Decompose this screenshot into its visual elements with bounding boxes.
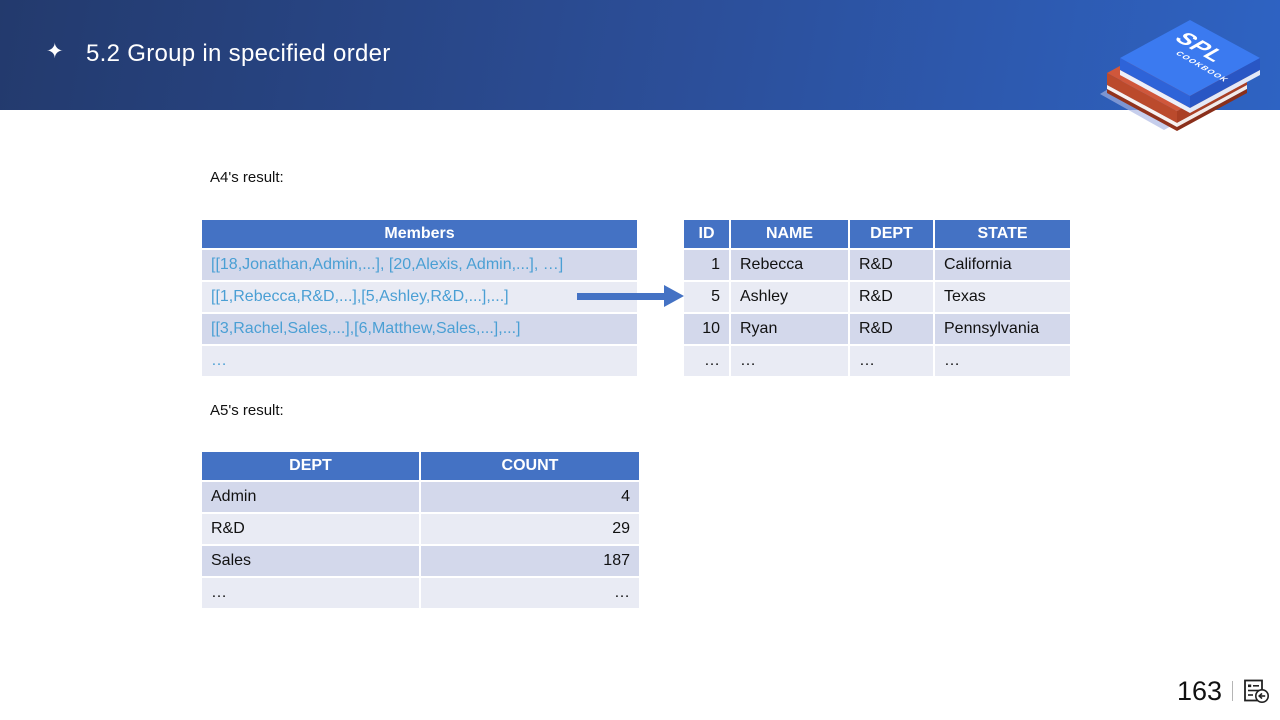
count-cell: 187 bbox=[421, 546, 639, 578]
members-cell: [[18,Jonathan,Admin,...], [20,Alexis, Ad… bbox=[202, 250, 637, 282]
name-column-header: NAME bbox=[731, 220, 850, 250]
table-header-row: DEPT COUNT bbox=[202, 452, 639, 482]
id-cell: 10 bbox=[684, 314, 731, 346]
table-row: Sales 187 bbox=[202, 546, 639, 578]
dept-column-header: DEPT bbox=[202, 452, 421, 482]
name-cell: Ryan bbox=[731, 314, 850, 346]
table-header-row: ID NAME DEPT STATE bbox=[684, 220, 1070, 250]
id-column-header: ID bbox=[684, 220, 731, 250]
dept-cell: R&D bbox=[850, 314, 935, 346]
dept-cell: R&D bbox=[850, 250, 935, 282]
arrow-shaft bbox=[577, 293, 665, 300]
members-cell: … bbox=[202, 346, 637, 378]
right-arrow-icon bbox=[577, 285, 685, 307]
dept-cell: R&D bbox=[202, 514, 421, 546]
a5-result-label: A5's result: bbox=[210, 402, 284, 419]
id-cell: 1 bbox=[684, 250, 731, 282]
dept-cell: Sales bbox=[202, 546, 421, 578]
table-row: … … … … bbox=[684, 346, 1070, 378]
state-cell: … bbox=[935, 346, 1070, 378]
state-cell: Texas bbox=[935, 282, 1070, 314]
footer: 163 bbox=[1177, 677, 1270, 705]
members-cell: [[3,Rachel,Sales,...],[6,Matthew,Sales,.… bbox=[202, 314, 637, 346]
dept-cell: Admin bbox=[202, 482, 421, 514]
footer-divider bbox=[1232, 681, 1233, 701]
id-cell: … bbox=[684, 346, 731, 378]
sparkle-icon: ✦ bbox=[46, 40, 64, 63]
a4-result-label: A4's result: bbox=[210, 169, 284, 186]
page-number: 163 bbox=[1176, 676, 1222, 706]
table-row: 5 Ashley R&D Texas bbox=[684, 282, 1070, 314]
table-row: [[3,Rachel,Sales,...],[6,Matthew,Sales,.… bbox=[202, 314, 637, 346]
name-cell: Rebecca bbox=[731, 250, 850, 282]
table-row: [[1,Rebecca,R&D,...],[5,Ashley,R&D,...],… bbox=[202, 282, 637, 314]
page-title: 5.2 Group in specified order bbox=[86, 40, 391, 67]
name-cell: … bbox=[731, 346, 850, 378]
table-row: 1 Rebecca R&D California bbox=[684, 250, 1070, 282]
table-row: [[18,Jonathan,Admin,...], [20,Alexis, Ad… bbox=[202, 250, 637, 282]
state-cell: Pennsylvania bbox=[935, 314, 1070, 346]
count-cell: 4 bbox=[421, 482, 639, 514]
count-column-header: COUNT bbox=[421, 452, 639, 482]
arrow-head bbox=[664, 285, 684, 307]
dept-column-header: DEPT bbox=[850, 220, 935, 250]
state-cell: California bbox=[935, 250, 1070, 282]
state-column-header: STATE bbox=[935, 220, 1070, 250]
members-cell: [[1,Rebecca,R&D,...],[5,Ashley,R&D,...],… bbox=[202, 282, 637, 314]
id-cell: 5 bbox=[684, 282, 731, 314]
dept-cell: … bbox=[850, 346, 935, 378]
count-table: DEPT COUNT Admin 4 R&D 29 Sales 187 … … bbox=[202, 452, 639, 610]
table-row: … bbox=[202, 346, 637, 378]
members-table: Members [[18,Jonathan,Admin,...], [20,Al… bbox=[202, 220, 637, 378]
back-to-contents-icon[interactable] bbox=[1243, 678, 1270, 705]
spl-cookbook-logo-icon: SPL COOKBOOK bbox=[1100, 20, 1260, 131]
table-row: … … bbox=[202, 578, 639, 610]
count-cell: … bbox=[421, 578, 639, 610]
dept-cell: R&D bbox=[850, 282, 935, 314]
table-row: 10 Ryan R&D Pennsylvania bbox=[684, 314, 1070, 346]
table-row: Admin 4 bbox=[202, 482, 639, 514]
name-cell: Ashley bbox=[731, 282, 850, 314]
table-header-row: Members bbox=[202, 220, 637, 250]
header-bar: ✦ 5.2 Group in specified order bbox=[0, 0, 1280, 110]
dept-cell: … bbox=[202, 578, 421, 610]
table-row: R&D 29 bbox=[202, 514, 639, 546]
members-column-header: Members bbox=[202, 220, 637, 250]
count-cell: 29 bbox=[421, 514, 639, 546]
detail-table: ID NAME DEPT STATE 1 Rebecca R&D Califor… bbox=[684, 220, 1070, 378]
